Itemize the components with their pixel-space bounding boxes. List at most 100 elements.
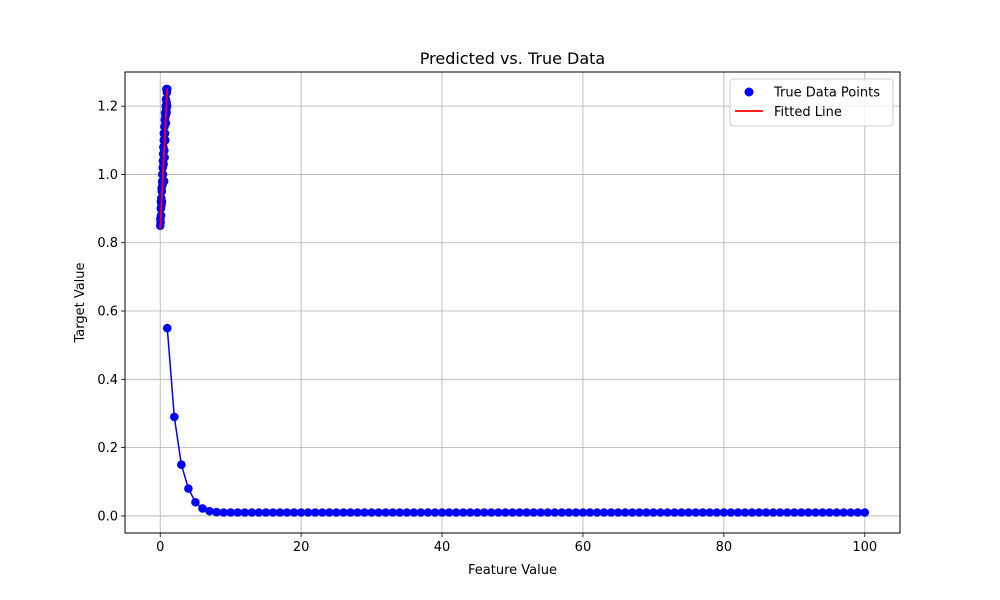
decay-series-point (205, 506, 214, 516)
legend-marker-true-data-points (744, 87, 754, 97)
decay-series-point (472, 508, 482, 517)
decay-series-point (550, 508, 560, 517)
decay-series-point (670, 508, 679, 517)
decay-series-point (818, 508, 827, 517)
decay-series-point (191, 497, 200, 507)
y-tick-label: 0.4 (97, 373, 118, 388)
decay-series-point (705, 508, 715, 517)
decay-series-point (184, 484, 193, 493)
x-tick-label: 100 (852, 540, 877, 555)
decay-series-point (620, 508, 630, 517)
decay-series-point (832, 508, 841, 517)
decay-series-point (797, 508, 806, 517)
decay-series-point (240, 508, 250, 517)
decay-series-point (177, 460, 186, 470)
decay-series-point (747, 508, 757, 517)
decay-series-point (487, 508, 496, 517)
y-tick-label: 0.8 (97, 236, 118, 251)
decay-series-point (571, 508, 581, 517)
decay-series-point (775, 508, 785, 517)
true-data-point (159, 176, 169, 186)
x-tick-label: 40 (434, 540, 451, 555)
axes-frame (124, 71, 901, 534)
true-data-point (162, 84, 172, 94)
decay-series-point (409, 508, 419, 517)
decay-series-point (388, 508, 398, 517)
decay-series-point (712, 508, 722, 517)
decay-series-point (254, 508, 264, 517)
decay-series-point (677, 508, 686, 517)
decay-series-point (529, 508, 538, 517)
decay-series-point (289, 508, 299, 517)
y-tick-label: 1.0 (97, 168, 118, 183)
decay-series-point (642, 508, 651, 517)
decay-series-point (761, 508, 771, 517)
decay-series-point (494, 508, 503, 517)
decay-series-point (733, 508, 743, 517)
decay-series-point (536, 508, 545, 517)
decay-series-point (317, 508, 327, 517)
decay-series-point (374, 508, 383, 517)
decay-series-point (825, 508, 834, 517)
x-axis-label: Feature Value (468, 563, 557, 578)
x-tick-label: 20 (293, 540, 310, 555)
decay-series-point (853, 508, 863, 517)
decay-series-point (578, 508, 588, 517)
y-tick-label: 0.2 (97, 441, 118, 456)
decay-series-point (754, 508, 764, 517)
decay-series-point (198, 504, 207, 513)
decay-series-point (430, 508, 440, 517)
decay-series-point (846, 508, 855, 517)
y-axis-label: Target Value (73, 262, 88, 343)
decay-series-point (458, 508, 468, 517)
decay-series-point (522, 508, 531, 517)
decay-series-point (480, 508, 489, 517)
decay-series-point (811, 508, 820, 517)
decay-series-point (275, 508, 285, 517)
decay-series-point (740, 508, 750, 517)
plot-area (155, 84, 870, 517)
decay-series-point (627, 508, 637, 517)
decay-series-point (451, 508, 461, 517)
decay-series-point (515, 508, 524, 517)
decay-series-point (557, 508, 567, 517)
decay-series-point (501, 508, 510, 517)
decay-series-point (437, 508, 447, 517)
decay-series-point (162, 323, 172, 333)
decay-series-point (303, 508, 313, 517)
decay-series-point (325, 508, 334, 517)
decay-series-point (698, 508, 708, 517)
decay-series-point (402, 508, 412, 517)
decay-series-point (656, 508, 665, 517)
decay-series-point (649, 508, 658, 517)
decay-series-point (282, 508, 292, 517)
decay-series-point (606, 508, 616, 517)
decay-series-point (860, 508, 870, 517)
legend: True Data Points Fitted Line (729, 78, 894, 127)
legend-box (729, 78, 894, 127)
decay-series-point (768, 508, 778, 517)
decay-series-point (170, 412, 179, 422)
decay-series-point (543, 508, 553, 517)
x-tick-label: 80 (716, 540, 733, 555)
decay-series-point (212, 507, 221, 517)
decay-series-point (261, 508, 271, 517)
decay-series-point (310, 508, 320, 517)
decay-series-point (719, 508, 729, 517)
decay-series-point (564, 508, 574, 517)
decay-series-point (804, 508, 813, 517)
decay-series-point (416, 508, 426, 517)
decay-series-point (613, 508, 623, 517)
decay-series-point (332, 508, 341, 517)
fitted-line (159, 89, 169, 230)
legend-label-fitted-line: Fitted Line (774, 105, 842, 120)
decay-series-point (226, 508, 235, 517)
decay-series-point (839, 508, 848, 517)
decay-series-point (367, 508, 376, 517)
decay-series-point (663, 508, 672, 517)
y-tick-label: 0.0 (97, 509, 118, 524)
decay-series-point (381, 508, 390, 517)
decay-series-point (339, 508, 348, 517)
x-tick-label: 0 (156, 540, 164, 555)
